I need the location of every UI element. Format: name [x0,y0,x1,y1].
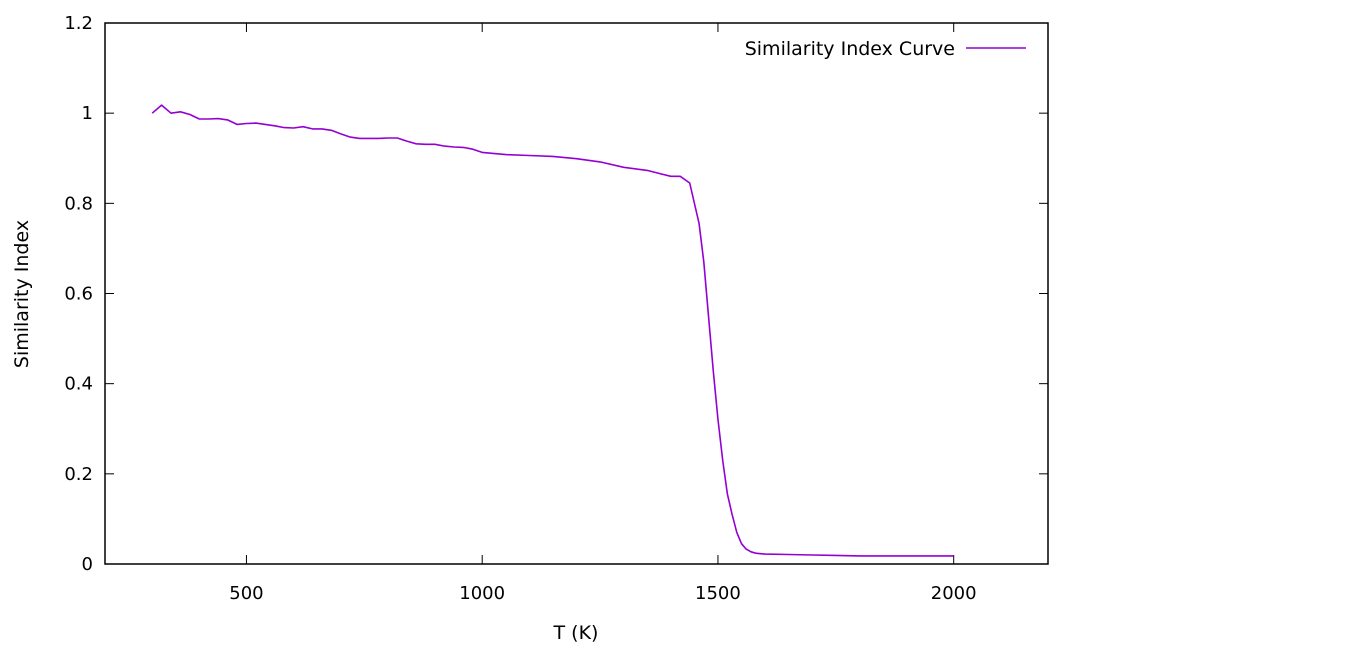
x-axis-title: T (K) [553,622,599,644]
series-line [151,104,954,557]
legend-label: Similarity Index Curve [745,38,955,60]
axis-ticks: 500 1000 1500 2000 0 0.2 0.4 0.6 0.8 1 1.2 [64,13,1048,604]
y-tick-label: 0.6 [64,284,93,305]
y-tick-label: 1 [82,103,93,124]
x-tick-label: 1000 [459,583,505,604]
y-tick-label: 1.2 [64,13,93,34]
y-tick-label: 0.8 [64,193,93,214]
y-axis-title: Similarity Index [11,220,33,368]
plot-frame [104,22,1049,565]
x-tick-label: 2000 [931,583,977,604]
y-tick-label: 0.4 [64,374,93,395]
y-tick-label: 0 [82,554,93,575]
y-tick-label: 0.2 [64,464,93,485]
legend: Similarity Index Curve [745,38,1026,60]
series-layer [151,104,954,557]
x-tick-label: 1500 [695,583,741,604]
x-tick-label: 500 [229,583,263,604]
